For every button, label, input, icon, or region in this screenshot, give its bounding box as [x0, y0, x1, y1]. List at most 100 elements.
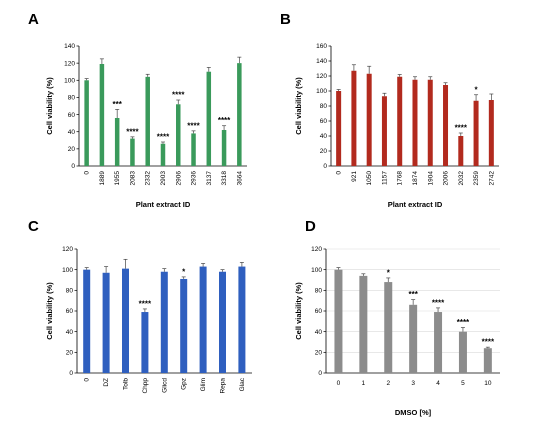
- panel-d-bar: [434, 312, 443, 373]
- panel-d-x-tick-label: 5: [461, 380, 465, 387]
- panel-a-y-axis-title: Cell viability (%): [45, 77, 54, 135]
- panel-b-significance-label: *: [475, 85, 479, 94]
- panel-d-bar: [409, 304, 418, 373]
- panel-a-x-tick-label: 3318: [221, 171, 228, 186]
- panel-c-bar: [141, 312, 149, 373]
- panel-d-y-axis-title: Cell viability (%): [294, 282, 303, 340]
- panel-b-bar: [351, 70, 357, 166]
- panel-d: D 0 20 40 60 80 100 120 0 1 * 2 *** 3 **** 4 **** 5 **** 10…: [294, 218, 500, 417]
- panel-c-x-tick-label: Tolb: [123, 378, 130, 390]
- panel-a-significance-label: ****: [172, 91, 185, 100]
- panel-a-y-tick-label: 40: [68, 129, 76, 136]
- panel-c-y-tick-label: 20: [66, 350, 74, 357]
- panel-a-x-axis-title: Plant extract ID: [136, 200, 191, 209]
- panel-b-x-axis-title: Plant extract ID: [388, 200, 443, 209]
- panel-a-bar: [176, 104, 181, 166]
- panel-b-x-tick-label: 2006: [443, 171, 450, 186]
- panel-a-significance-label: ****: [218, 116, 231, 125]
- panel-c-x-tick-label: DZ: [103, 378, 110, 387]
- panel-b: B 0 20 40 60 80 100 120 140 160 0 921 1050 1157 1768 18…: [280, 11, 499, 209]
- panel-b-y-tick-label: 160: [316, 43, 327, 50]
- panel-c-bar: [219, 271, 226, 373]
- panel-d-x-tick-label: 4: [436, 380, 440, 387]
- panel-b-x-tick-label: 1874: [412, 171, 419, 186]
- panel-b-x-tick-label: 2742: [488, 171, 495, 186]
- panel-a-significance-label: ****: [187, 121, 200, 130]
- panel-a: A 0 20 40 60 80 100 120 140 0 1889 *** 1955 **** 2083 2…: [28, 11, 247, 209]
- panel-c-x-tick-label: Glac: [239, 377, 246, 391]
- panel-d-y-tick-label: 0: [318, 370, 322, 377]
- panel-b-x-tick-label: 2032: [458, 171, 465, 186]
- panel-a-y-tick-label: 80: [68, 95, 76, 102]
- panel-a-x-tick-label: 2936: [191, 171, 198, 186]
- panel-b-x-tick-label: 1768: [397, 171, 404, 186]
- panel-c-y-tick-label: 80: [66, 288, 74, 295]
- panel-c-x-tick-label: Gpz: [181, 378, 188, 390]
- panel-b-bar: [366, 73, 372, 166]
- panel-b-bar: [427, 79, 433, 166]
- panel-a-y-tick-label: 60: [68, 112, 76, 119]
- panel-a-y-tick-label: 0: [71, 163, 75, 170]
- panel-c-bar: [83, 269, 91, 373]
- panel-d-x-tick-label: 0: [337, 380, 341, 387]
- panel-c-y-tick-label: 100: [62, 267, 73, 274]
- panel-c-y-tick-label: 40: [66, 329, 74, 336]
- panel-c-bar: [180, 278, 188, 373]
- panel-b-y-tick-label: 120: [316, 73, 327, 80]
- panel-c-y-tick-label: 0: [69, 370, 73, 377]
- panel-b-bar: [443, 85, 449, 166]
- panel-b-y-tick-label: 40: [320, 133, 328, 140]
- panel-c-significance-label: *: [182, 267, 186, 276]
- panel-d-y-tick-label: 120: [311, 246, 322, 253]
- panel-a-x-tick-label: 3664: [236, 171, 243, 186]
- panel-c-x-tick-label: Glim: [200, 378, 207, 391]
- panel-d-bar: [359, 275, 368, 373]
- panel-a-letter: A: [28, 11, 39, 28]
- panel-c: C 0 20 40 60 80 100 120 0 DZ Tolb **** Chpp Glicd * Gpz…: [28, 218, 252, 394]
- panel-c-bar: [122, 268, 129, 373]
- panel-d-significance-label: ****: [457, 318, 470, 327]
- panel-c-significance-label: ****: [139, 299, 152, 308]
- panel-d-x-tick-label: 10: [484, 380, 492, 387]
- panel-a-x-tick-label: 1889: [99, 171, 106, 186]
- panel-c-y-tick-label: 120: [62, 246, 73, 253]
- panel-a-bar: [237, 63, 242, 167]
- panel-b-x-tick-label: 2359: [473, 171, 480, 186]
- panel-c-bar: [160, 271, 168, 373]
- panel-a-bar: [145, 76, 150, 166]
- panel-d-y-tick-label: 60: [315, 308, 323, 315]
- panel-a-y-tick-label: 140: [64, 43, 75, 50]
- panel-d-x-tick-label: 2: [386, 380, 390, 387]
- panel-a-x-tick-label: 1955: [114, 171, 121, 186]
- panel-d-bar: [384, 282, 393, 373]
- panel-b-bar: [381, 96, 387, 166]
- panel-b-y-tick-label: 60: [320, 118, 328, 125]
- panel-d-significance-label: ****: [482, 338, 495, 347]
- panel-a-x-tick-label: 0: [84, 171, 91, 175]
- panel-a-x-tick-label: 2903: [160, 171, 167, 186]
- panel-a-significance-label: ****: [126, 127, 139, 136]
- panel-d-letter: D: [305, 218, 316, 235]
- panel-d-y-tick-label: 40: [315, 329, 323, 336]
- panel-c-x-tick-label: Repa: [220, 378, 227, 394]
- panel-a-x-tick-label: 2906: [175, 171, 182, 186]
- panel-d-significance-label: *: [387, 268, 391, 277]
- panel-d-bar: [334, 269, 343, 373]
- panel-c-bar: [102, 272, 110, 373]
- panel-a-bar: [84, 80, 89, 166]
- panel-a-bar: [130, 138, 135, 166]
- panel-a-y-tick-label: 120: [64, 60, 75, 67]
- panel-a-bar: [114, 118, 120, 166]
- panel-d-x-axis-title: DMSO [%]: [395, 408, 432, 417]
- panel-d-significance-label: ****: [432, 298, 445, 307]
- panel-d-significance-label: ***: [408, 290, 418, 299]
- panel-b-x-tick-label: 0: [336, 171, 343, 175]
- panel-b-bar: [473, 100, 479, 166]
- panel-c-x-tick-label: Glicd: [161, 378, 168, 393]
- panel-b-bar: [412, 79, 418, 166]
- panel-d-bar: [483, 348, 492, 373]
- panel-b-x-tick-label: 1904: [427, 171, 434, 186]
- panel-a-bar: [206, 71, 212, 166]
- panel-b-x-tick-label: 1050: [366, 171, 373, 186]
